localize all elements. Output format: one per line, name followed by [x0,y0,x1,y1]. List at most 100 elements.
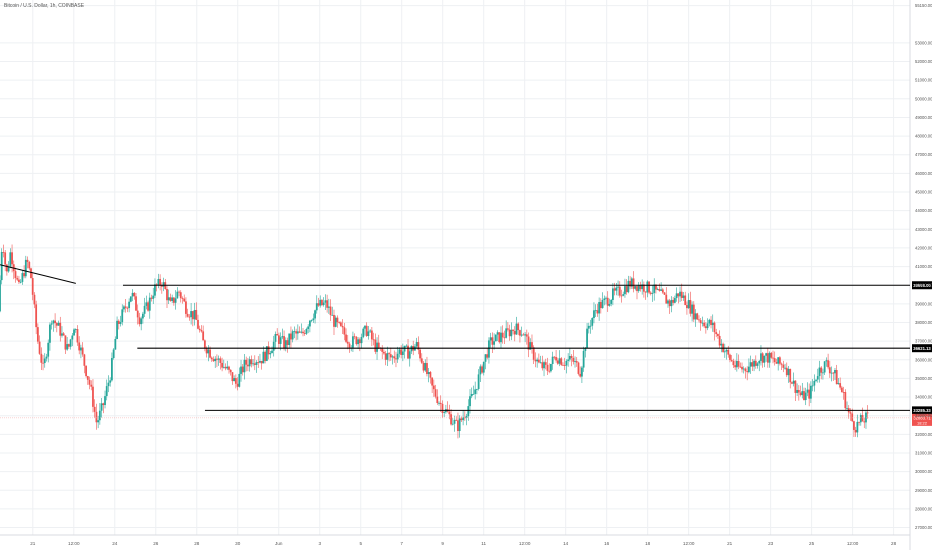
candle-body [562,364,564,366]
candle-body [386,353,389,360]
candle-body [500,332,502,343]
candle-body [541,362,544,369]
candle-body [369,330,372,332]
level-price-label: 33285.33 [913,408,931,413]
candle-body [443,412,446,413]
candle-body [210,357,213,360]
candle-body [450,414,452,425]
candle-body [797,390,800,393]
candle-body [4,252,7,265]
candle-body [255,362,258,365]
candle-body [816,376,819,380]
candle-body [240,366,242,374]
candle-body [642,284,645,292]
trend-line[interactable] [0,264,76,284]
candle-body [730,359,733,361]
y-tick-label: 36000.00 [915,357,932,362]
candle-body [792,380,795,384]
x-tick-label: 28 [891,541,897,546]
candle-body [159,278,162,286]
candle-body [374,339,377,352]
candle-body [760,353,762,361]
candle-body [591,318,594,326]
candle-body [689,300,692,314]
candle-body [770,352,773,358]
candle-body [348,343,351,348]
candle-body [352,336,354,348]
candle-body [581,367,583,377]
candle-body [200,330,203,332]
candle-body [768,352,771,363]
candle-body [644,291,647,293]
candle-body [758,360,761,364]
candle-body [336,317,339,323]
candle-body [73,329,75,336]
candle-body [524,334,526,336]
candle-body [193,309,196,320]
candle-body [80,347,82,351]
level-price-label-bg [912,344,932,353]
candle-body [715,332,718,335]
candle-body [717,334,719,336]
y-tick-label: 34000.00 [915,395,932,400]
candle-body [548,370,551,372]
candle-body [228,366,230,370]
candle-body [298,331,301,333]
candle-body [40,353,43,363]
candle-body [377,342,380,348]
candle-body [114,338,117,350]
candle-body [534,359,537,362]
candle-body [395,358,397,360]
candle-body [185,301,187,314]
candle-body [703,322,706,327]
candle-body [314,310,316,319]
candle-body [772,357,774,359]
y-tick-label: 40000.00 [915,283,932,288]
candle-body [54,320,56,324]
candle-body [677,293,680,297]
y-tick-label: 46000.00 [915,171,932,176]
candle-body [625,286,628,293]
candle-body [57,322,60,326]
candle-body [787,368,790,376]
candle-body [539,362,542,364]
candle-body [470,393,473,397]
candle-body [651,292,654,294]
candle-body [388,353,390,355]
candle-body [832,372,835,374]
candle-body [327,306,330,308]
y-tick-label: 53000.00 [915,40,932,45]
candle-body [64,335,67,350]
candle-body [822,372,824,374]
candle-body [474,389,477,394]
candle-body [42,362,44,364]
candle-body [658,289,661,291]
candle-body [605,297,607,299]
candle-body [219,358,222,363]
candle-body [427,372,430,375]
candle-body [86,376,89,380]
candle-body [36,327,39,342]
x-tick-label: 11 [481,541,486,546]
candle-body [284,340,287,349]
candle-body [21,273,24,282]
candle-body [828,367,831,374]
candle-body [126,307,129,309]
candle-body [166,289,168,301]
candle-body [355,336,358,345]
candle-body [231,372,234,382]
candle-body [345,334,347,342]
candle-body [288,333,291,345]
candle-body [615,287,618,291]
candle-body [834,369,836,374]
candle-body [324,300,327,303]
candle-body [272,341,275,351]
candle-body [673,298,676,303]
candle-body [253,363,256,365]
candle-body [24,259,27,277]
candle-body [157,278,160,286]
candle-body [105,386,108,397]
candle-body [417,342,420,350]
